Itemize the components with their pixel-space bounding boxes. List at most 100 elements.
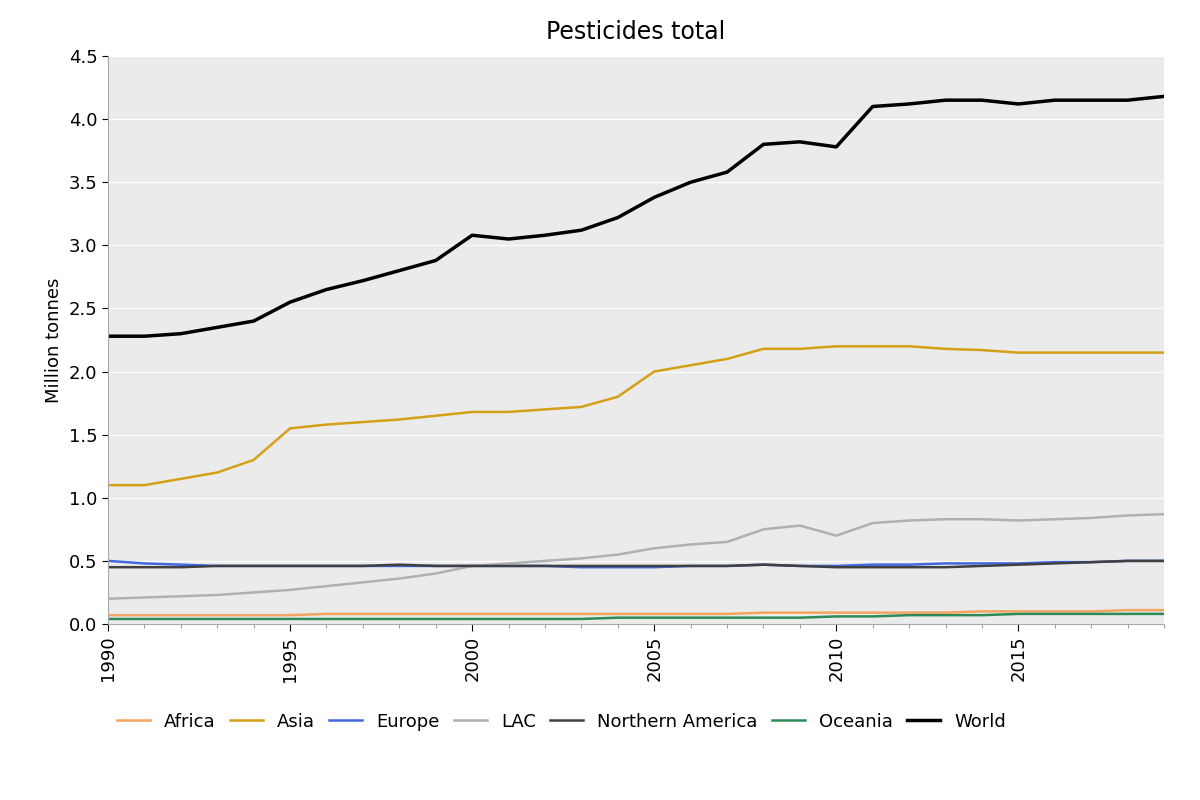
Africa (210, 610, 224, 620)
Asia (1012, 348, 1026, 358)
Line: Europe: Europe (108, 561, 1164, 567)
World (137, 331, 151, 341)
LAC (502, 558, 516, 568)
Asia (611, 392, 625, 402)
Oceania (137, 614, 151, 624)
Africa (865, 608, 880, 618)
LAC (137, 593, 151, 602)
Asia (647, 366, 661, 376)
Oceania (611, 613, 625, 622)
Asia (428, 411, 443, 421)
Africa (756, 608, 770, 618)
Europe (1084, 558, 1098, 567)
Legend: Africa, Asia, Europe, LAC, Northern America, Oceania, World: Africa, Asia, Europe, LAC, Northern Amer… (118, 713, 1006, 730)
LAC (574, 554, 588, 563)
Asia (246, 455, 260, 465)
LAC (1157, 510, 1171, 519)
World (174, 329, 188, 338)
Africa (793, 608, 808, 618)
Oceania (1084, 609, 1098, 618)
LAC (938, 514, 953, 524)
Northern America (974, 561, 989, 570)
Asia (174, 474, 188, 484)
Asia (1157, 348, 1171, 358)
LAC (902, 516, 917, 526)
Asia (283, 423, 298, 433)
Europe (829, 561, 844, 570)
World (355, 276, 370, 286)
Oceania (938, 610, 953, 620)
Africa (137, 610, 151, 620)
Northern America (793, 561, 808, 570)
Northern America (647, 561, 661, 570)
World (1012, 99, 1026, 109)
Africa (319, 609, 334, 618)
Africa (611, 609, 625, 618)
Northern America (428, 561, 443, 570)
Northern America (101, 562, 115, 572)
Europe (101, 556, 115, 566)
Northern America (137, 562, 151, 572)
Africa (392, 609, 407, 618)
Europe (938, 558, 953, 568)
Northern America (1121, 556, 1135, 566)
Oceania (756, 613, 770, 622)
Oceania (647, 613, 661, 622)
Europe (283, 561, 298, 570)
World (684, 178, 698, 187)
Title: Pesticides total: Pesticides total (546, 20, 726, 44)
Africa (829, 608, 844, 618)
Asia (392, 414, 407, 424)
Y-axis label: Million tonnes: Million tonnes (46, 278, 64, 402)
World (428, 256, 443, 266)
World (538, 230, 552, 240)
World (756, 139, 770, 149)
Africa (902, 608, 917, 618)
Africa (355, 609, 370, 618)
Northern America (1157, 556, 1171, 566)
LAC (720, 537, 734, 546)
Northern America (246, 561, 260, 570)
LAC (392, 574, 407, 583)
LAC (538, 556, 552, 566)
LAC (355, 578, 370, 587)
Oceania (574, 614, 588, 624)
Oceania (392, 614, 407, 624)
LAC (611, 550, 625, 559)
Asia (210, 468, 224, 478)
Northern America (1084, 558, 1098, 567)
Northern America (355, 561, 370, 570)
Africa (538, 609, 552, 618)
Africa (974, 606, 989, 616)
World (938, 95, 953, 105)
World (865, 102, 880, 111)
Asia (538, 405, 552, 414)
LAC (1084, 513, 1098, 522)
Oceania (684, 613, 698, 622)
Asia (355, 418, 370, 427)
Northern America (502, 561, 516, 570)
Northern America (684, 561, 698, 570)
LAC (974, 514, 989, 524)
Africa (1084, 606, 1098, 616)
Northern America (283, 561, 298, 570)
Oceania (246, 614, 260, 624)
Africa (1012, 606, 1026, 616)
Northern America (464, 561, 479, 570)
Europe (392, 561, 407, 570)
Africa (1048, 606, 1062, 616)
LAC (101, 594, 115, 603)
Europe (865, 560, 880, 570)
World (574, 226, 588, 235)
LAC (1121, 510, 1135, 520)
Oceania (1157, 609, 1171, 618)
Line: Northern America: Northern America (108, 561, 1164, 567)
Oceania (174, 614, 188, 624)
Africa (174, 610, 188, 620)
Asia (137, 480, 151, 490)
Europe (1048, 558, 1062, 567)
World (720, 167, 734, 177)
LAC (684, 540, 698, 550)
Europe (720, 561, 734, 570)
Africa (1121, 606, 1135, 615)
